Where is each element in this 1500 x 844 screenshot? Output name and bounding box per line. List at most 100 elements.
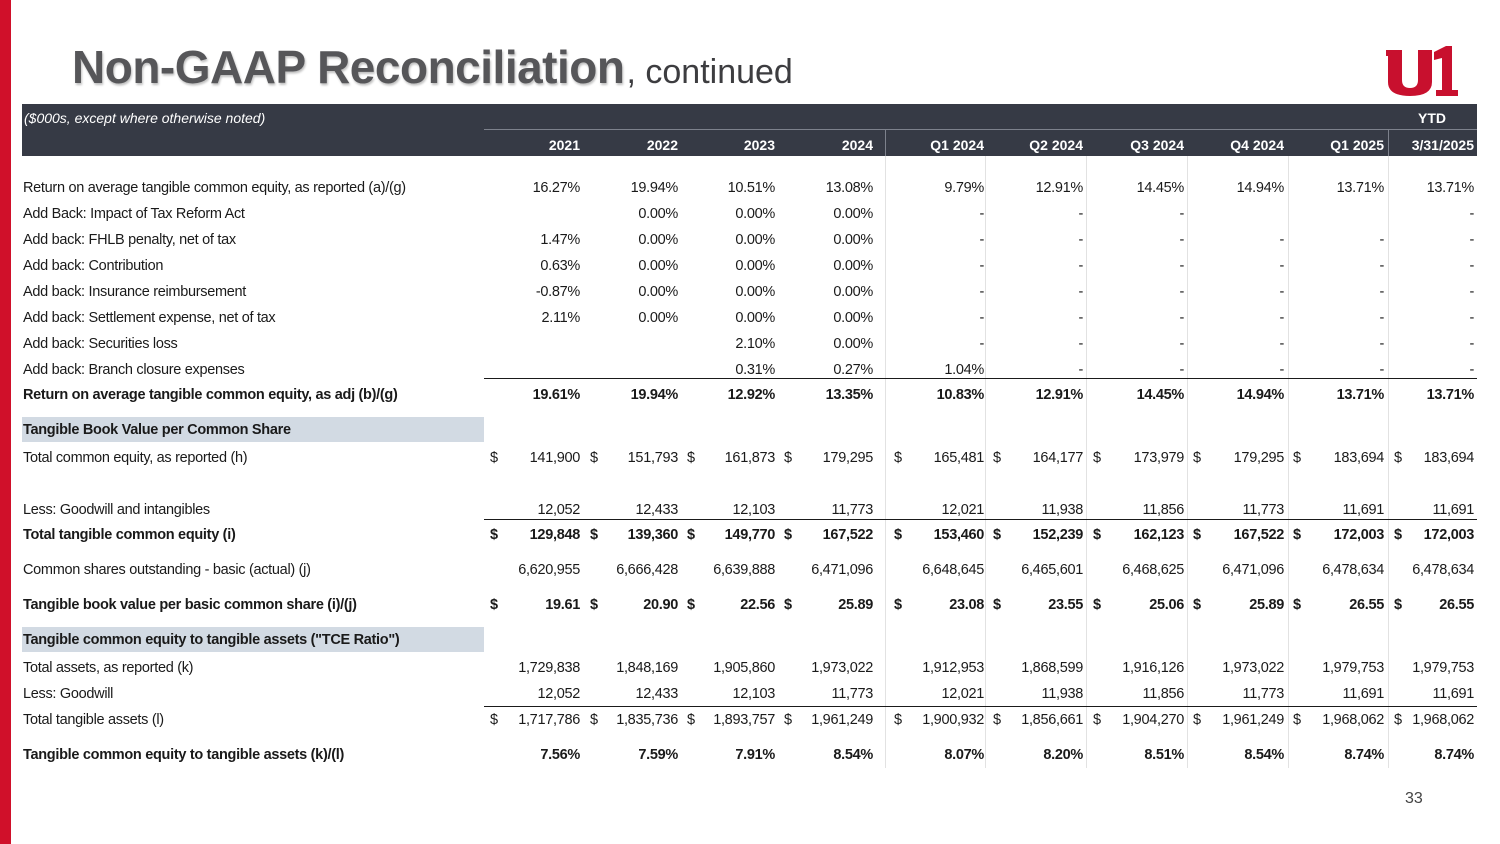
currency-symbol: $ <box>1193 597 1202 613</box>
brand-accent-bar <box>0 0 11 844</box>
table-cell: 0.00% <box>735 206 775 222</box>
table-cell: 2.11% <box>541 310 580 326</box>
table-cell: 11,773 <box>831 686 874 702</box>
table-cell: 0.00% <box>833 336 873 352</box>
row-label: Total assets, as reported (k) <box>23 660 194 676</box>
table-cell: 23.08 <box>949 597 984 613</box>
table-cell: 11,691 <box>1432 502 1475 518</box>
currency-symbol: $ <box>687 450 696 466</box>
table-cell: 6,478,634 <box>1322 562 1384 578</box>
column-header: 2023 <box>743 137 775 153</box>
total-rule <box>484 378 1477 379</box>
table-cell: 179,295 <box>822 450 874 466</box>
ytd-label: YTD <box>1418 110 1446 126</box>
currency-symbol: $ <box>993 450 1002 466</box>
table-cell: 13.71% <box>1426 180 1475 196</box>
table-cell: - <box>1279 362 1284 378</box>
table-row: Return on average tangible common equity… <box>0 387 1500 407</box>
table-cell: 0.00% <box>833 206 873 222</box>
table-cell: - <box>1279 336 1284 352</box>
row-label: Add back: FHLB penalty, net of tax <box>23 232 236 248</box>
table-cell: 16.27% <box>532 180 581 196</box>
table-cell: - <box>979 232 984 248</box>
column-header: Q1 2024 <box>930 137 984 153</box>
table-cell: 8.51% <box>1144 747 1184 763</box>
column-header: Q3 2024 <box>1130 137 1184 153</box>
column-gridline <box>1388 156 1389 768</box>
table-cell: 1,835,736 <box>616 712 678 728</box>
table-cell: 13.71% <box>1426 387 1475 403</box>
table-cell: 164,177 <box>1032 450 1084 466</box>
table-cell: - <box>1179 336 1184 352</box>
table-cell: 172,003 <box>1333 527 1385 543</box>
table-cell: - <box>1179 206 1184 222</box>
table-cell: 0.00% <box>735 232 775 248</box>
slide-title-sub: , continued <box>626 53 793 91</box>
table-cell: 1,973,022 <box>811 660 873 676</box>
currency-symbol: $ <box>894 712 903 728</box>
section-header-label: Tangible Book Value per Common Share <box>23 422 291 438</box>
table-cell: 2.10% <box>735 336 775 352</box>
table-cell: 139,360 <box>627 527 679 543</box>
row-label: Add back: Settlement expense, net of tax <box>23 310 276 326</box>
table-row: Add back: Branch closure expenses 0.31% 0.… <box>0 362 1500 382</box>
table-cell: 1,893,757 <box>713 712 775 728</box>
table-cell: 9.79% <box>944 180 984 196</box>
table-cell: - <box>1379 232 1384 248</box>
table-cell: 6,648,645 <box>922 562 984 578</box>
currency-symbol: $ <box>993 597 1002 613</box>
table-cell: 1,904,270 <box>1122 712 1184 728</box>
table-cell: - <box>1469 362 1474 378</box>
table-cell: 149,770 <box>724 527 776 543</box>
table-cell: 7.91% <box>735 747 775 763</box>
table-cell: - <box>1469 284 1474 300</box>
table-cell: 6,471,096 <box>811 562 873 578</box>
table-row: Return on average tangible common equity… <box>0 180 1500 200</box>
currency-symbol: $ <box>1293 527 1302 543</box>
currency-symbol: $ <box>687 597 696 613</box>
row-label: Total common equity, as reported (h) <box>23 450 248 466</box>
table-cell: 8.07% <box>944 747 984 763</box>
table-units-note: ($000s, except where otherwise noted) <box>24 110 266 126</box>
table-cell: 23.55 <box>1048 597 1083 613</box>
table-cell: 11,856 <box>1142 502 1185 518</box>
column-gridline <box>1288 156 1289 768</box>
table-cell: 7.56% <box>540 747 580 763</box>
table-cell: - <box>1179 232 1184 248</box>
table-cell: 162,123 <box>1133 527 1185 543</box>
page-number: 33 <box>1405 790 1423 807</box>
table-cell: 165,481 <box>933 450 985 466</box>
table-cell: 0.00% <box>833 310 873 326</box>
row-label: Total tangible assets (l) <box>23 712 164 728</box>
currency-symbol: $ <box>490 712 499 728</box>
table-cell: 22.56 <box>740 597 775 613</box>
table-cell: 8.20% <box>1043 747 1083 763</box>
table-row: Add back: Settlement expense, net of tax… <box>0 310 1500 330</box>
table-cell: 26.55 <box>1349 597 1384 613</box>
table-cell: 6,468,625 <box>1122 562 1184 578</box>
table-cell: 25.89 <box>838 597 873 613</box>
currency-symbol: $ <box>1093 597 1102 613</box>
table-cell: 13.71% <box>1336 387 1385 403</box>
table-cell: - <box>1379 284 1384 300</box>
table-cell: 0.00% <box>735 258 775 274</box>
table-cell: 11,773 <box>1242 686 1285 702</box>
table-cell: - <box>1078 232 1083 248</box>
table-cell: 14.94% <box>1236 180 1285 196</box>
total-rule <box>484 519 1477 520</box>
section-header: Tangible common equity to tangible asset… <box>22 627 484 652</box>
table-cell: 151,793 <box>627 450 679 466</box>
row-label: Add Back: Impact of Tax Reform Act <box>23 206 245 222</box>
column-header: Q2 2024 <box>1029 137 1083 153</box>
currency-symbol: $ <box>784 527 793 543</box>
table-cell: 0.00% <box>638 206 678 222</box>
table-cell: 6,478,634 <box>1412 562 1474 578</box>
row-label: Tangible book value per basic common sha… <box>23 597 357 613</box>
table-cell: 25.89 <box>1249 597 1284 613</box>
currency-symbol: $ <box>894 450 903 466</box>
currency-symbol: $ <box>490 450 499 466</box>
table-cell: 11,691 <box>1342 686 1385 702</box>
table-cell: 0.00% <box>638 232 678 248</box>
table-cell: 11,773 <box>1242 502 1285 518</box>
currency-symbol: $ <box>1093 712 1102 728</box>
